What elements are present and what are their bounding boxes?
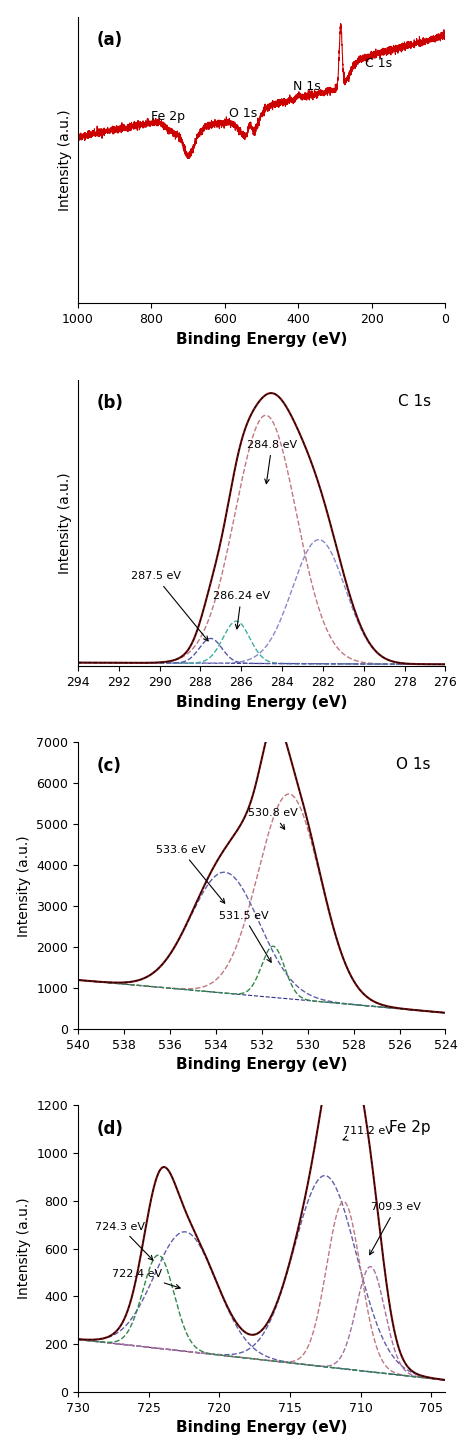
Text: O 1s: O 1s xyxy=(396,756,431,771)
Text: 286.24 eV: 286.24 eV xyxy=(213,591,270,629)
Text: (b): (b) xyxy=(96,393,123,412)
Text: 287.5 eV: 287.5 eV xyxy=(130,572,208,640)
Text: (d): (d) xyxy=(96,1119,123,1137)
Text: (c): (c) xyxy=(96,756,121,775)
X-axis label: Binding Energy (eV): Binding Energy (eV) xyxy=(176,331,347,347)
Y-axis label: Intensity (a.u.): Intensity (a.u.) xyxy=(17,835,31,937)
Text: N 1s: N 1s xyxy=(293,80,321,93)
Text: 711.2 eV: 711.2 eV xyxy=(343,1125,392,1140)
Text: 533.6 eV: 533.6 eV xyxy=(156,845,225,903)
Text: C 1s: C 1s xyxy=(398,393,431,409)
Text: C 1s: C 1s xyxy=(365,57,392,70)
X-axis label: Binding Energy (eV): Binding Energy (eV) xyxy=(176,694,347,710)
Y-axis label: Intensity (a.u.): Intensity (a.u.) xyxy=(58,109,73,211)
Text: 722.4 eV: 722.4 eV xyxy=(112,1269,180,1289)
Y-axis label: Intensity (a.u.): Intensity (a.u.) xyxy=(58,472,73,574)
Text: O 1s: O 1s xyxy=(228,107,257,121)
X-axis label: Binding Energy (eV): Binding Energy (eV) xyxy=(176,1057,347,1073)
Text: Fe 2p: Fe 2p xyxy=(389,1119,431,1134)
Text: (a): (a) xyxy=(96,30,122,49)
X-axis label: Binding Energy (eV): Binding Energy (eV) xyxy=(176,1420,347,1436)
Text: Fe 2p: Fe 2p xyxy=(152,110,185,123)
Text: 724.3 eV: 724.3 eV xyxy=(95,1221,153,1260)
Text: 530.8 eV: 530.8 eV xyxy=(248,809,298,829)
Text: 709.3 eV: 709.3 eV xyxy=(370,1202,421,1255)
Text: 531.5 eV: 531.5 eV xyxy=(219,910,271,963)
Text: 284.8 eV: 284.8 eV xyxy=(247,440,297,484)
Y-axis label: Intensity (a.u.): Intensity (a.u.) xyxy=(17,1198,31,1300)
